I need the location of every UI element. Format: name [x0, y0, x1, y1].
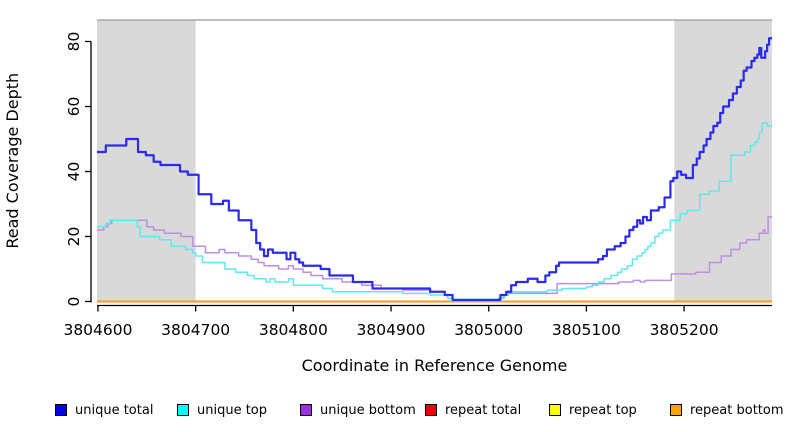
legend-item-repeat-top: repeat top: [549, 401, 637, 419]
legend-item-repeat-bottom: repeat bottom: [670, 401, 784, 419]
repeat-top-swatch-icon: [549, 404, 561, 416]
unique-bottom-swatch-icon: [300, 404, 312, 416]
legend-label: repeat bottom: [690, 402, 784, 418]
coverage-plot-canvas: 0 20 40 60 80 3804600 3804700 3804800 3804900 380…: [3, 19, 772, 375]
legend-item-unique-total: unique total: [55, 401, 153, 419]
x-tick-label: 3805000: [454, 321, 523, 339]
legend-label: repeat total: [445, 402, 522, 418]
y-axis-title: Read Coverage Depth: [3, 73, 22, 249]
x-tick-label: 3804600: [63, 321, 132, 339]
series-line-unique-bottom: [97, 216, 772, 301]
legend-item-repeat-total: repeat total: [425, 401, 521, 419]
x-axis-title: Coordinate in Reference Genome: [302, 356, 568, 375]
series-line-unique-total: [97, 37, 772, 301]
legend: unique total unique top unique bottom re…: [0, 401, 792, 423]
legend-label: repeat top: [569, 402, 637, 418]
legend-label: unique total: [75, 402, 154, 418]
y-tick-label: 60: [65, 97, 83, 117]
unique-top-swatch-icon: [177, 404, 189, 416]
x-tick-label: 3805100: [552, 321, 621, 339]
x-tick-label: 3804700: [161, 321, 230, 339]
y-tick-label: 20: [65, 227, 83, 247]
unique-total-swatch-icon: [55, 404, 67, 416]
repeat-total-swatch-icon: [425, 404, 437, 416]
x-tick-label: 3804900: [357, 321, 426, 339]
y-tick-label: 0: [65, 297, 83, 307]
y-tick-label: 80: [65, 32, 83, 52]
legend-label: unique top: [197, 402, 268, 418]
legend-item-unique-bottom: unique bottom: [300, 401, 416, 419]
x-tick-label: 3804800: [259, 321, 328, 339]
legend-label: unique bottom: [320, 402, 416, 418]
shaded-region: [97, 20, 196, 302]
legend-item-unique-top: unique top: [177, 401, 267, 419]
series-line-unique-top: [97, 122, 772, 301]
x-tick-label: 3805200: [650, 321, 719, 339]
shaded-region: [674, 20, 772, 302]
repeat-bottom-swatch-icon: [670, 404, 682, 416]
y-tick-label: 40: [65, 162, 83, 182]
